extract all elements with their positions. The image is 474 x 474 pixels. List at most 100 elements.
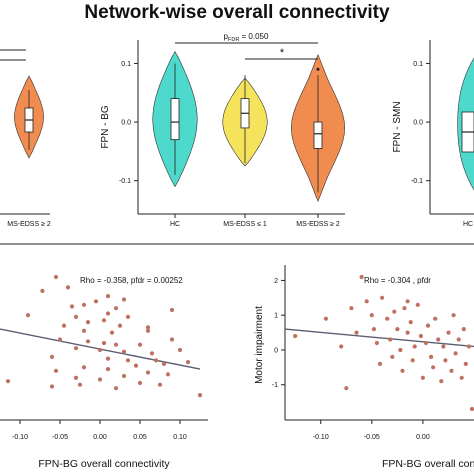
scatter-point	[436, 337, 441, 342]
scatter-point	[105, 294, 111, 299]
scatter-point	[169, 307, 175, 313]
scatter-point	[49, 354, 55, 359]
scatter-point	[395, 327, 400, 332]
panel-scatter-right: Rho = -0.304 , pfdr Motor impairment 2 1 0…	[254, 265, 474, 470]
scatter-point	[137, 380, 143, 386]
scatter-point	[461, 327, 466, 332]
scatter-point	[153, 358, 159, 363]
scatter-right-y-label: Motor impairment	[254, 306, 265, 384]
scatter-point	[349, 306, 354, 311]
violin-group	[152, 50, 198, 188]
scatter-x-tick-label: 0.10	[173, 434, 187, 441]
scatter-point	[371, 327, 376, 332]
center-violins	[152, 50, 346, 202]
scatter-point	[101, 340, 107, 346]
scatter-point	[149, 351, 155, 356]
scatter-point	[431, 365, 436, 370]
scatter-point	[466, 344, 471, 349]
scatter-left-x-label: FPN-BG overall connectivity	[38, 458, 170, 470]
scatter-x-tick-label: -0.05	[364, 434, 380, 441]
scatter-point	[105, 356, 111, 361]
left-tick-label: MS-EDSS ≥ 2	[7, 221, 51, 228]
scatter-left-points	[5, 274, 203, 398]
scatter-point	[185, 360, 191, 365]
right-y-tick-label: 0.1	[413, 61, 423, 68]
scatter-right-points	[293, 274, 474, 412]
scatter-point	[77, 382, 83, 387]
scatter-point	[57, 337, 63, 342]
center-y-axis-label: FPN - BG	[100, 105, 111, 149]
scatter-point	[117, 323, 123, 328]
scatter-point	[49, 384, 55, 389]
scatter-point	[377, 361, 383, 366]
scatter-point	[469, 406, 474, 412]
scatter-point	[388, 337, 393, 342]
scatter-x-tick-label: 0.00	[93, 434, 107, 441]
figure-title: Network-wise overall connectivity	[84, 2, 390, 23]
scatter-point	[410, 358, 415, 363]
scatter-point	[459, 375, 464, 380]
scatter-point	[420, 375, 425, 380]
scatter-x-tick-label: -0.10	[12, 434, 28, 441]
scatter-right-x-label: FPN-BG overall connectivit	[382, 458, 474, 470]
scatter-point	[453, 351, 458, 356]
scatter-x-tick-label: 0.00	[416, 434, 430, 441]
scatter-point	[137, 342, 143, 347]
scatter-point	[443, 358, 448, 363]
scatter-point	[97, 377, 103, 382]
scatter-x-tick-label: -0.05	[52, 434, 68, 441]
center-x-ticks: HC MS-EDSS ≤ 1 MS-EDSS ≥ 2	[170, 214, 340, 228]
scatter-point	[69, 304, 75, 309]
scatter-y-tick-label: 0	[274, 347, 278, 354]
scatter-point	[415, 302, 420, 307]
scatter-point	[425, 323, 431, 328]
scatter-point	[101, 318, 107, 323]
scatter-right-regression-line	[284, 328, 474, 348]
right-y-axis-label: FPN - SMN	[392, 101, 403, 152]
bracket-significance-star: *	[280, 47, 285, 59]
scatter-left-x-ticks: -0.10 -0.05 0.00 0.05 0.10	[12, 420, 187, 441]
scatter-point	[161, 361, 167, 366]
scatter-point	[85, 320, 91, 325]
scatter-point	[40, 288, 45, 293]
scatter-point	[105, 367, 111, 372]
scatter-point	[439, 379, 444, 384]
panel-scatter-left: Rho = -0.358, pfdr = 0.00252 -0.10 -0.05 0…	[0, 274, 208, 470]
scatter-point	[390, 354, 395, 359]
scatter-point	[73, 314, 79, 319]
scatter-y-tick-label: -1	[272, 382, 278, 389]
scatter-point	[73, 375, 79, 380]
scatter-point	[121, 373, 127, 379]
scatter-point	[423, 340, 429, 346]
scatter-point	[418, 333, 423, 339]
scatter-point	[105, 311, 111, 316]
scatter-point	[412, 344, 417, 349]
scatter-point	[400, 368, 405, 373]
scatter-x-tick-label: 0.05	[133, 434, 147, 441]
panel-left-violin: MS-EDSS ≥ 2	[0, 49, 51, 228]
scatter-point	[25, 313, 31, 318]
scatter-point	[402, 306, 407, 311]
scatter-right-x-ticks: -0.10 -0.05 0.00	[313, 420, 430, 441]
scatter-y-tick-label: 1	[274, 313, 278, 320]
scatter-point	[408, 320, 413, 325]
scatter-point	[53, 274, 59, 280]
scatter-point	[369, 313, 374, 318]
scatter-point	[398, 347, 403, 353]
panel-right-violin: FPN - SMN 0.1 0.0 -0.1 HC	[392, 40, 474, 228]
scatter-point	[169, 337, 175, 342]
center-y-tick-label: 0.1	[121, 61, 131, 68]
scatter-point	[125, 314, 131, 319]
scatter-point	[451, 313, 456, 318]
right-y-ticks: 0.1 0.0 -0.1	[411, 61, 430, 185]
right-tick-label: HC	[463, 221, 473, 228]
scatter-point	[197, 393, 203, 398]
center-x-tick-label: HC	[170, 221, 180, 228]
center-x-tick-label: MS-EDSS ≤ 1	[223, 221, 267, 228]
center-y-tick-label: 0.0	[121, 120, 131, 127]
scatter-point	[323, 316, 328, 321]
violin-outlier	[316, 67, 320, 71]
scatter-point	[81, 365, 87, 370]
scatter-point	[145, 328, 151, 333]
